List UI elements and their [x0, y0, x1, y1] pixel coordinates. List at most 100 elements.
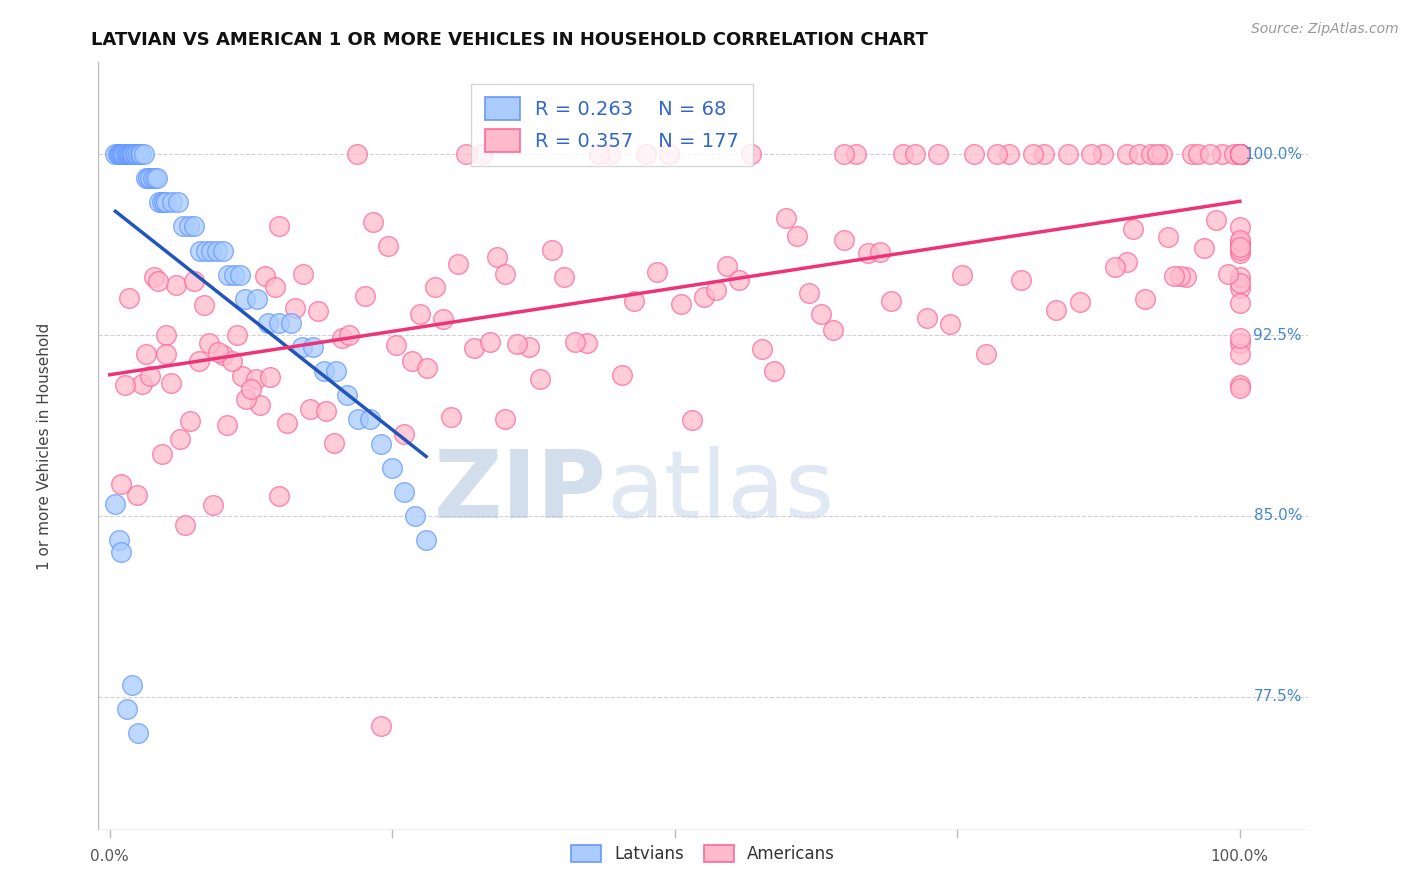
Point	[107, 147, 129, 161]
Point	[1104, 260, 1126, 274]
Point	[135, 347, 157, 361]
Point	[693, 290, 716, 304]
Point	[269, 489, 291, 503]
Point	[160, 376, 183, 390]
Point	[494, 412, 516, 426]
Point	[240, 382, 263, 396]
Point	[529, 372, 551, 386]
Point	[108, 147, 131, 161]
Point	[1122, 222, 1144, 236]
Point	[148, 195, 170, 210]
Point	[112, 147, 135, 161]
Point	[165, 278, 187, 293]
Point	[291, 340, 314, 354]
Point	[786, 229, 808, 244]
Point	[869, 244, 891, 259]
Point	[1229, 381, 1251, 395]
Point	[564, 335, 586, 350]
Point	[1229, 347, 1251, 361]
Point	[135, 171, 157, 186]
Point	[986, 147, 1008, 161]
Point	[1229, 233, 1251, 247]
Point	[235, 392, 257, 407]
Point	[132, 147, 155, 161]
Point	[486, 250, 509, 264]
Point	[325, 364, 347, 378]
Point	[115, 147, 138, 161]
Point	[1229, 147, 1251, 161]
Point	[401, 353, 423, 368]
Point	[129, 147, 152, 161]
Point	[118, 147, 141, 161]
Point	[1229, 276, 1251, 290]
Point	[775, 211, 797, 225]
Point	[269, 316, 291, 330]
Point	[1229, 147, 1251, 161]
Point	[669, 297, 692, 311]
Point	[112, 147, 135, 161]
Point	[104, 147, 127, 161]
Point	[377, 239, 399, 253]
Point	[385, 338, 408, 352]
Point	[392, 427, 415, 442]
Point	[217, 417, 239, 432]
Point	[1229, 147, 1251, 161]
Point	[146, 274, 169, 288]
Point	[1181, 147, 1204, 161]
Point	[821, 323, 844, 337]
Point	[416, 360, 439, 375]
Point	[1139, 147, 1161, 161]
Point	[155, 347, 177, 361]
Point	[193, 298, 215, 312]
Text: 0.0%: 0.0%	[90, 849, 129, 863]
Point	[246, 292, 269, 306]
Point	[1175, 269, 1198, 284]
Text: 77.5%: 77.5%	[1254, 690, 1302, 705]
Point	[1128, 147, 1150, 161]
Point	[207, 344, 229, 359]
Point	[588, 147, 610, 161]
Point	[104, 497, 127, 511]
Point	[1229, 269, 1251, 284]
Text: atlas: atlas	[606, 446, 835, 538]
Point	[716, 259, 738, 273]
Point	[307, 304, 329, 318]
Point	[440, 409, 463, 424]
Point	[856, 245, 879, 260]
Point	[114, 147, 136, 161]
Point	[1187, 147, 1209, 161]
Point	[127, 726, 149, 740]
Point	[1211, 147, 1233, 161]
Point	[939, 317, 962, 331]
Point	[1229, 147, 1251, 161]
Point	[211, 244, 233, 258]
Point	[974, 347, 997, 361]
Point	[1192, 241, 1215, 255]
Point	[202, 498, 225, 512]
Point	[915, 311, 938, 326]
Point	[1229, 147, 1251, 161]
Point	[127, 147, 149, 161]
Point	[299, 401, 322, 416]
Point	[302, 340, 325, 354]
Point	[142, 171, 165, 186]
Point	[645, 265, 668, 279]
Point	[125, 147, 148, 161]
Point	[740, 147, 762, 161]
Point	[280, 316, 302, 330]
Point	[150, 447, 173, 461]
Point	[927, 147, 949, 161]
Point	[456, 147, 478, 161]
Point	[880, 294, 903, 309]
Point	[111, 147, 134, 161]
Point	[110, 545, 132, 559]
Point	[447, 257, 470, 271]
Point	[408, 307, 430, 321]
Point	[1229, 147, 1251, 161]
Point	[121, 147, 143, 161]
Point	[233, 292, 256, 306]
Point	[354, 289, 377, 303]
Point	[118, 292, 141, 306]
Point	[346, 147, 368, 161]
Point	[1229, 147, 1251, 161]
